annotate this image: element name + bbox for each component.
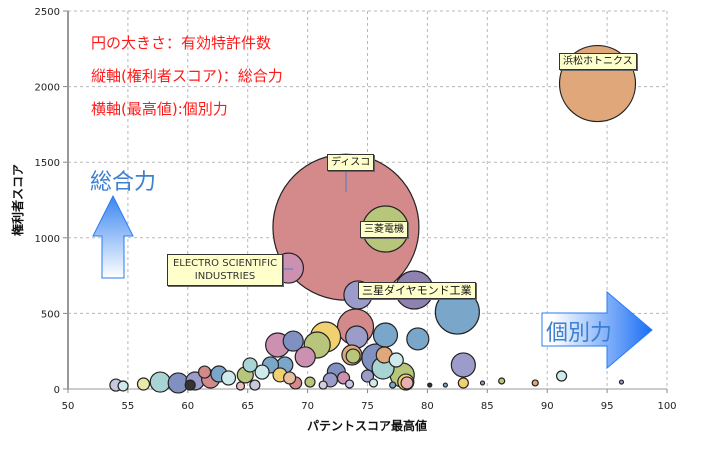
y-tick-label: 2500 xyxy=(35,7,60,18)
annotation-bubble-size: 円の大きさ：有効特許件数 xyxy=(91,34,272,52)
bubble xyxy=(372,322,399,348)
horizontal-arrow-label: 個別力 xyxy=(546,321,613,346)
label-mitsubishi-electric: 三菱電機 xyxy=(360,221,408,238)
bubble xyxy=(304,376,316,388)
bubble xyxy=(282,330,304,352)
bubble xyxy=(345,325,369,349)
bubble xyxy=(235,381,246,391)
bubble xyxy=(184,379,196,391)
label-disco: ディスコ xyxy=(327,154,375,171)
bubble xyxy=(389,381,397,389)
y-tick-label: 500 xyxy=(41,309,60,320)
bubble xyxy=(254,364,270,380)
bubble xyxy=(318,380,328,390)
bubble xyxy=(249,379,261,391)
bubble xyxy=(345,348,361,364)
label-mitsuboshi-diamond: 三星ダイヤモンド工業 xyxy=(358,282,476,299)
annotation-vertical-axis: 縦軸(権利者スコア)：総合力 xyxy=(91,67,283,85)
vertical-arrow-label: 総合力 xyxy=(90,170,157,195)
bubble xyxy=(368,378,379,388)
y-axis-title: 権利者スコア xyxy=(10,164,25,236)
x-tick-label: 100 xyxy=(657,401,676,412)
bubble xyxy=(406,327,430,351)
x-axis-title: パテントスコア最高値 xyxy=(307,418,427,433)
bubble xyxy=(442,382,448,388)
label-hamamatsu-photonics: 浜松ホトニクス xyxy=(559,53,637,70)
x-tick-label: 85 xyxy=(481,401,494,412)
vertical-arrow xyxy=(92,194,134,279)
x-tick-label: 55 xyxy=(122,401,135,412)
x-tick-label: 90 xyxy=(541,401,554,412)
bubble xyxy=(555,370,568,382)
bubble xyxy=(400,376,414,390)
bubble xyxy=(531,379,539,387)
x-tick-label: 75 xyxy=(361,401,374,412)
y-tick-label: 2000 xyxy=(35,83,60,94)
bubble xyxy=(220,370,237,386)
label-electro-scientific-industries: ELECTRO SCIENTIFIC INDUSTRIES xyxy=(167,254,283,286)
horizontal-arrow xyxy=(541,290,653,370)
x-tick-label: 60 xyxy=(181,401,194,412)
annotation-horizontal-axis: 横軸(最高値):個別力 xyxy=(91,100,228,118)
bubble xyxy=(498,377,506,385)
bubble xyxy=(242,357,258,373)
bubble xyxy=(618,379,625,385)
x-tick-label: 50 xyxy=(62,401,75,412)
bubble xyxy=(197,365,212,379)
bubble xyxy=(283,371,297,385)
bubble xyxy=(479,380,486,386)
x-tick-label: 70 xyxy=(301,401,314,412)
bubble xyxy=(360,369,375,383)
bubble xyxy=(136,377,151,391)
bubble xyxy=(344,379,355,389)
x-tick-label: 80 xyxy=(421,401,434,412)
bubble xyxy=(294,346,316,368)
bubble xyxy=(427,382,433,388)
y-tick-label: 1500 xyxy=(35,158,60,169)
bubble xyxy=(457,377,469,389)
x-tick-label: 95 xyxy=(601,401,614,412)
x-tick-label: 65 xyxy=(241,401,254,412)
bubble xyxy=(450,352,476,378)
y-tick-label: 0 xyxy=(54,385,60,396)
bubble xyxy=(388,352,404,368)
y-tick-label: 1000 xyxy=(35,234,60,245)
bubble xyxy=(117,380,129,392)
bubble xyxy=(149,371,171,393)
